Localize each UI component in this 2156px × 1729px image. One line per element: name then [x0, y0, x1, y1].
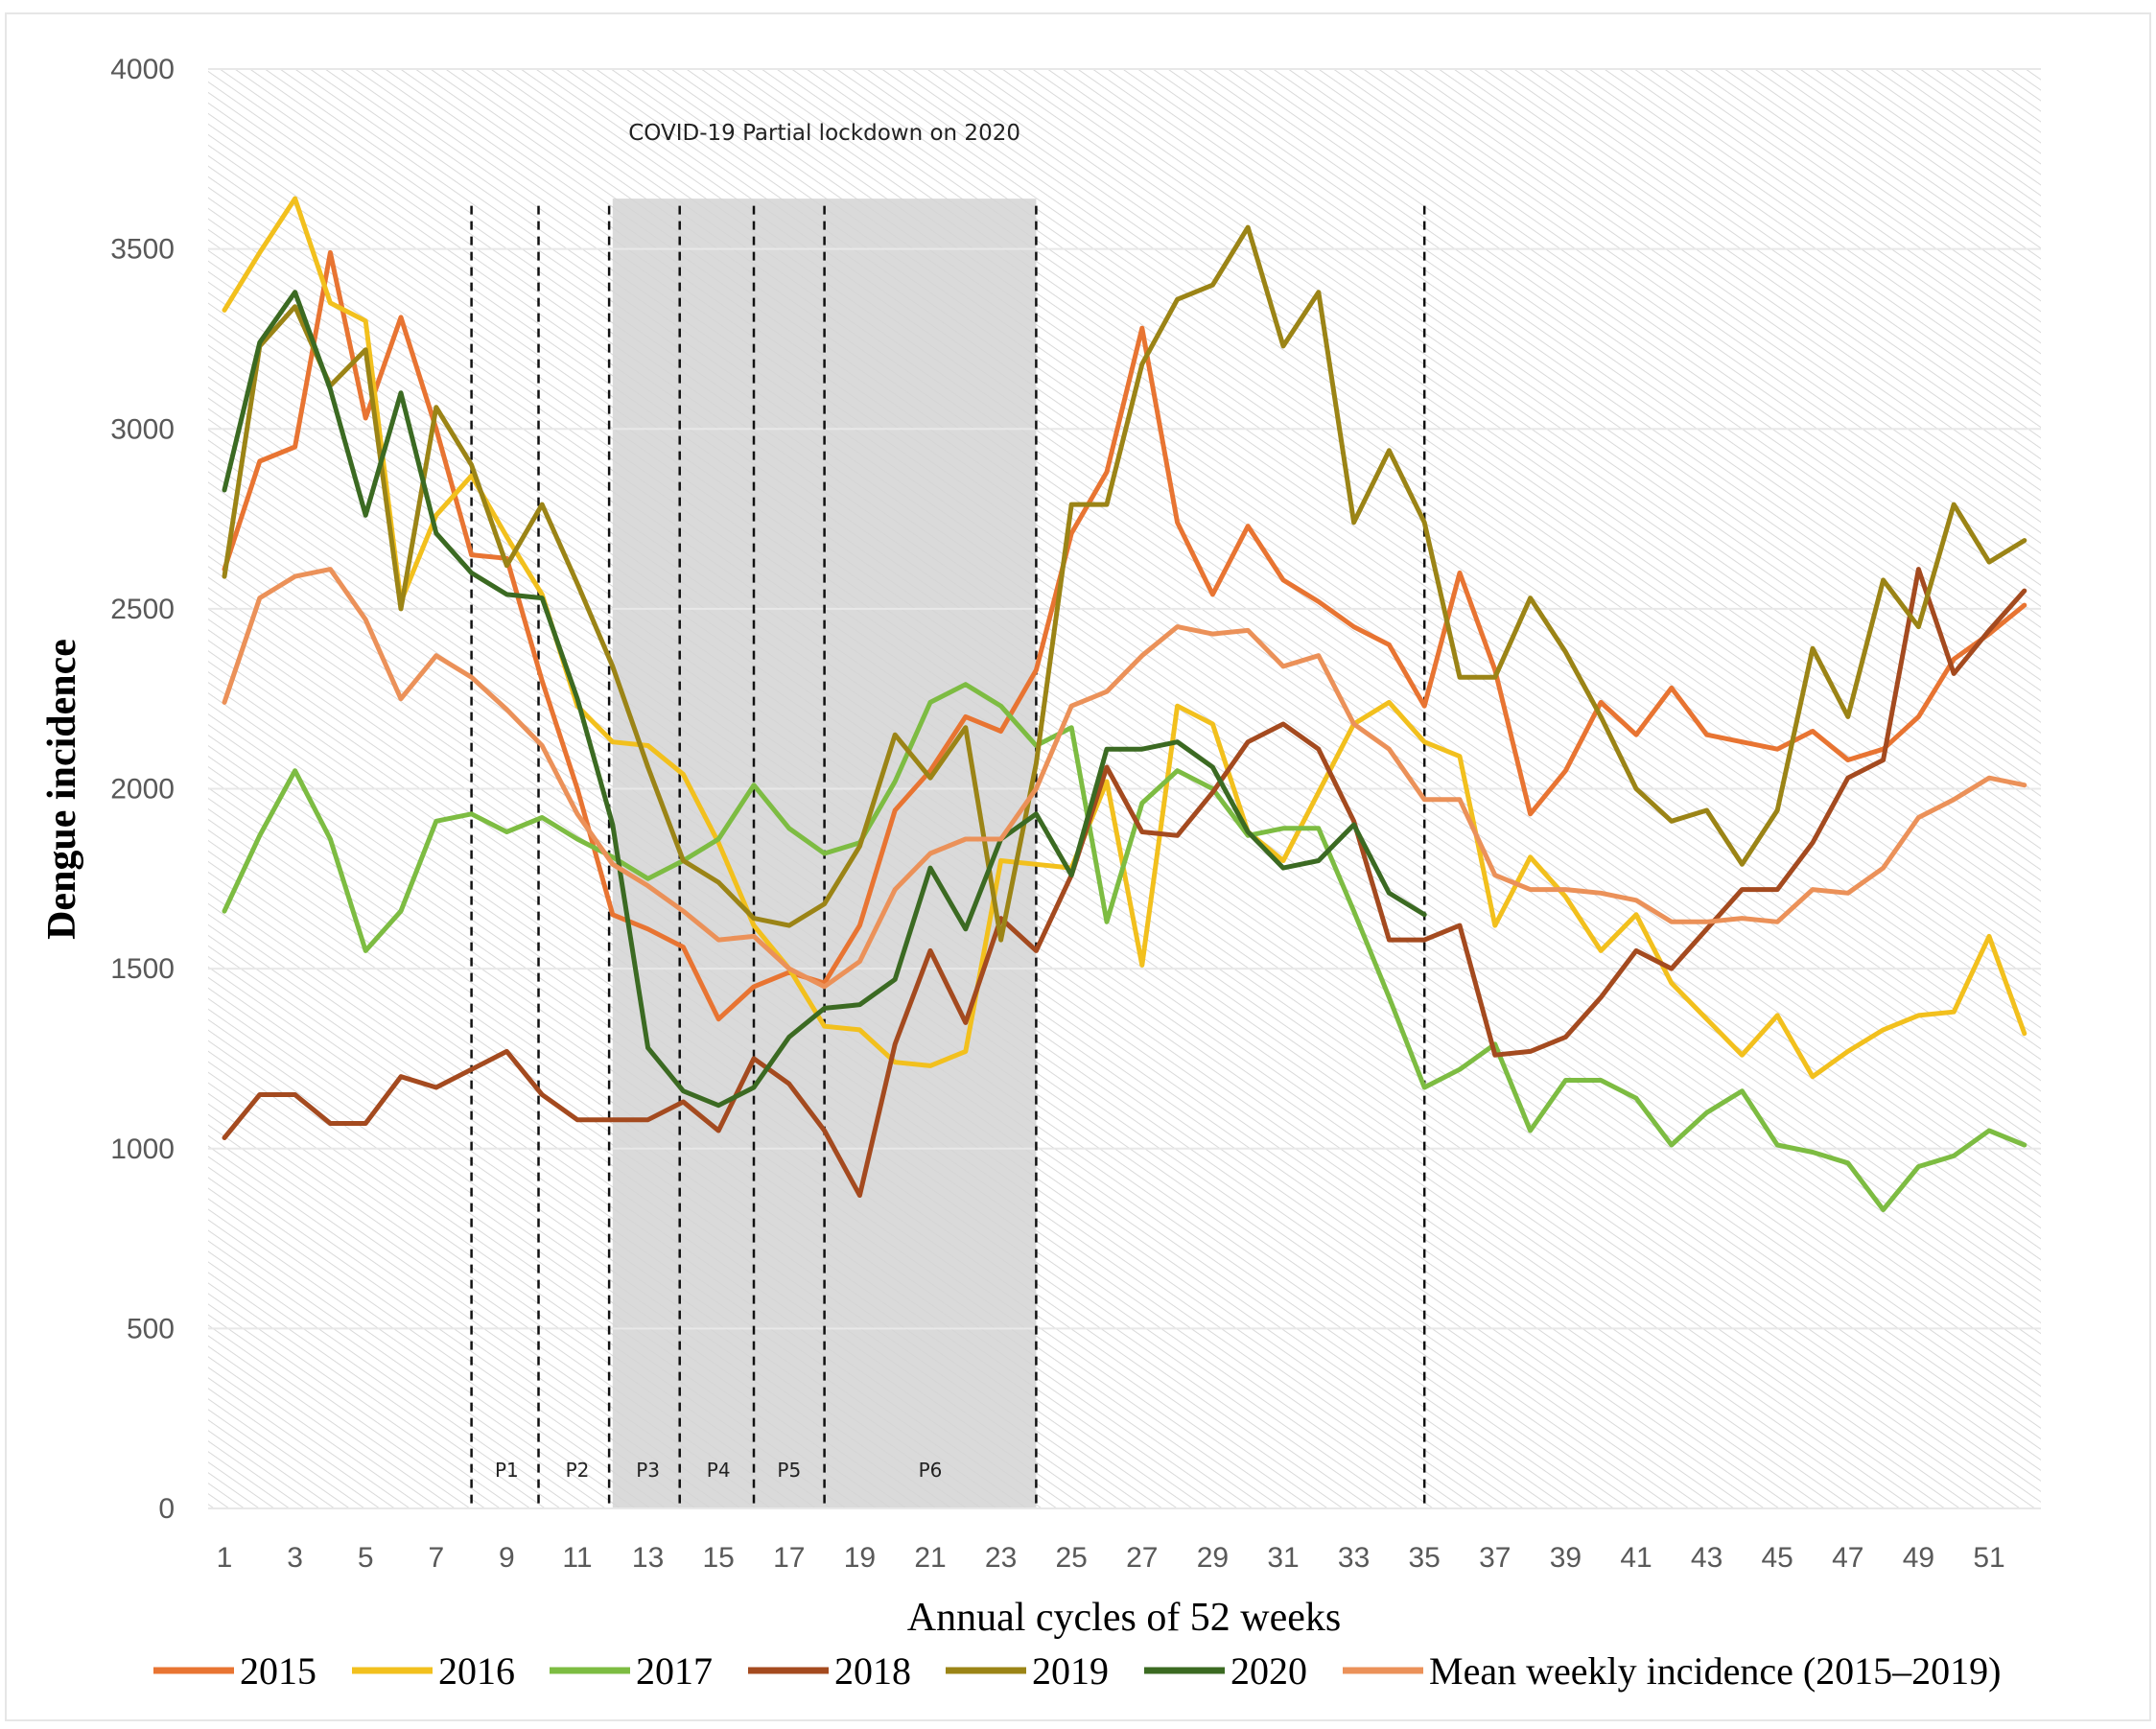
x-tick-label: 37 — [1479, 1542, 1511, 1574]
x-tick-label: 3 — [287, 1542, 303, 1574]
y-tick-label: 500 — [127, 1313, 175, 1344]
legend-label-6: 2020 — [1230, 1649, 1307, 1693]
x-tick-label: 41 — [1620, 1542, 1652, 1574]
chart-frame — [5, 12, 2151, 1721]
period-labels: P1 P2 P3 P4 P5 P6 — [495, 1459, 942, 1482]
series-line-6 — [222, 290, 1427, 1109]
y-tick-label: 2500 — [110, 594, 175, 625]
series-line-5 — [222, 224, 2027, 943]
x-tick-label: 19 — [844, 1542, 876, 1574]
y-tick-label: 4000 — [110, 54, 175, 85]
legend: 2015 2016 2017 2018 2019 2020 Mean weekly inci… — [153, 1649, 2001, 1693]
legend-label-2: 2016 — [438, 1649, 515, 1693]
x-tick-label: 27 — [1126, 1542, 1158, 1574]
x-axis-label: Annual cycles of 52 weeks — [907, 1596, 1342, 1640]
y-tick-label: 2000 — [110, 774, 175, 806]
y-tick-label: 1500 — [110, 953, 175, 985]
x-tick-label: 7 — [428, 1542, 444, 1574]
x-tick-label: 13 — [632, 1542, 664, 1574]
series-line-2 — [222, 196, 2027, 1080]
x-tick-label: 29 — [1197, 1542, 1229, 1574]
legend-label-3: 2017 — [636, 1649, 713, 1693]
legend-label-7: Mean weekly incidence (2015–2019) — [1429, 1649, 2001, 1693]
y-axis-ticks: 0 500 1000 1500 2000 2500 3000 3500 4000 — [110, 54, 175, 1525]
y-tick-label: 0 — [158, 1493, 175, 1525]
period-label: P2 — [566, 1459, 590, 1482]
series-line-7 — [222, 567, 2027, 990]
period-label: P6 — [919, 1459, 943, 1482]
x-tick-label: 35 — [1409, 1542, 1441, 1574]
x-tick-label: 47 — [1832, 1542, 1863, 1574]
y-tick-label: 3500 — [110, 234, 175, 266]
x-tick-label: 49 — [1903, 1542, 1934, 1574]
period-label: P1 — [495, 1459, 519, 1482]
series-line-4 — [222, 567, 2027, 1198]
x-tick-label: 45 — [1762, 1542, 1793, 1574]
x-tick-label: 23 — [985, 1542, 1017, 1574]
y-tick-label: 3000 — [110, 413, 175, 445]
period-label: P3 — [636, 1459, 660, 1482]
legend-label-5: 2019 — [1032, 1649, 1109, 1693]
period-label: P4 — [707, 1459, 731, 1482]
x-tick-label: 15 — [703, 1542, 735, 1574]
x-axis-ticks: 1 3 5 7 9 11 13 15 17 19 21 23 25 27 29 31 33 35 37 39 41 43 4… — [217, 1542, 2005, 1574]
x-tick-label: 11 — [562, 1542, 592, 1574]
x-tick-label: 9 — [499, 1542, 515, 1574]
x-tick-label: 1 — [217, 1542, 233, 1574]
x-tick-label: 17 — [773, 1542, 805, 1574]
series-line-3 — [222, 682, 2027, 1212]
period-label: P5 — [777, 1459, 801, 1482]
y-axis-label: Dengue incidence — [40, 639, 84, 940]
y-tick-label: 1000 — [110, 1133, 175, 1165]
x-tick-label: 25 — [1056, 1542, 1088, 1574]
series-line-1 — [222, 249, 2027, 1022]
x-tick-label: 21 — [914, 1542, 946, 1574]
legend-label-4: 2018 — [834, 1649, 911, 1693]
series-lines — [222, 196, 2027, 1212]
x-tick-label: 51 — [1973, 1542, 2004, 1574]
x-tick-label: 31 — [1267, 1542, 1299, 1574]
legend-label-1: 2015 — [240, 1649, 316, 1693]
x-tick-label: 43 — [1691, 1542, 1722, 1574]
x-tick-label: 5 — [358, 1542, 374, 1574]
x-tick-label: 39 — [1550, 1542, 1582, 1574]
x-tick-label: 33 — [1338, 1542, 1370, 1574]
lockdown-annotation: COVID-19 Partial lockdown on 2020 — [628, 121, 1020, 146]
